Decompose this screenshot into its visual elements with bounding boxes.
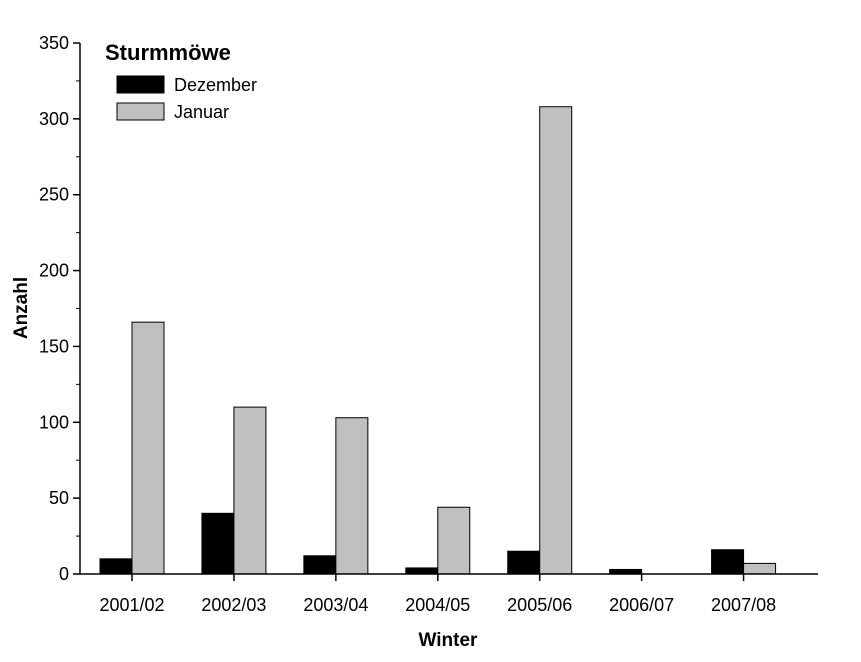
y-tick-label: 350 (39, 33, 69, 53)
bar-dezember-2003-04 (303, 555, 337, 575)
bar-januar-2003-04 (335, 417, 369, 575)
bar-dezember-2001-02 (99, 558, 133, 575)
bar-januar-2001-02 (131, 321, 165, 575)
y-tick-label: 50 (49, 488, 69, 508)
x-tick-label: 2001/02 (99, 595, 164, 615)
y-ticks-group: 0 50 100 150 200 250 300 350 (39, 33, 80, 584)
legend-swatch-dezember (116, 75, 165, 94)
legend-title: Sturmmöwe (105, 40, 231, 65)
x-tick-label: 2007/08 (711, 595, 776, 615)
bar-dezember-2002-03 (201, 512, 235, 575)
bar-januar-2007-08 (743, 562, 777, 575)
bar-dezember-2004-05 (405, 567, 439, 575)
bar-januar-2002-03 (233, 406, 267, 575)
y-tick-label: 250 (39, 185, 69, 205)
x-tick-label: 2005/06 (507, 595, 572, 615)
y-axis-title: Anzahl (11, 277, 32, 339)
legend-swatch-januar (116, 102, 165, 121)
legend-label-januar: Januar (174, 102, 229, 122)
y-tick-label: 150 (39, 336, 69, 356)
legend: Sturmmöwe Dezember Januar (105, 40, 257, 122)
x-ticks-group: 2001/02 2002/03 2003/04 2004/05 2005/06 2006/… (99, 574, 776, 615)
bar-januar-2005-06 (539, 106, 573, 575)
x-tick-label: 2004/05 (405, 595, 470, 615)
x-axis-title: Winter (419, 630, 479, 651)
bar-januar-2004-05 (437, 506, 471, 575)
bar-dezember-2007-08 (711, 549, 745, 575)
bar-dezember-2005-06 (507, 550, 541, 575)
y-tick-label: 100 (39, 412, 69, 432)
y-tick-label: 300 (39, 109, 69, 129)
y-tick-label: 0 (59, 564, 69, 584)
bars-group (99, 106, 777, 575)
x-tick-label: 2003/04 (303, 595, 368, 615)
x-tick-label: 2006/07 (609, 595, 674, 615)
x-tick-label: 2002/03 (201, 595, 266, 615)
y-tick-label: 200 (39, 261, 69, 281)
legend-label-dezember: Dezember (174, 75, 257, 95)
